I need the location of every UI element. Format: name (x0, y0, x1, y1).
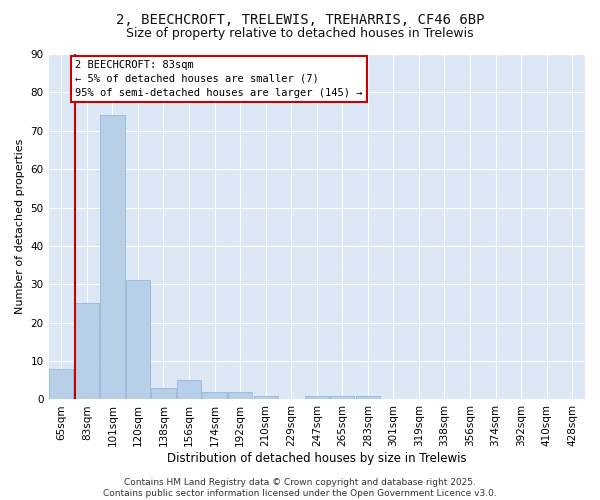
Bar (151, 388, 176, 400)
Bar (126, 280, 150, 400)
Bar (177, 380, 201, 400)
Bar (202, 392, 227, 400)
Bar (330, 396, 355, 400)
Bar (356, 396, 380, 400)
X-axis label: Distribution of detached houses by size in Trelewis: Distribution of detached houses by size … (167, 452, 467, 465)
Bar (49, 369, 73, 400)
Bar (100, 116, 125, 400)
Y-axis label: Number of detached properties: Number of detached properties (15, 139, 25, 314)
Bar (254, 396, 278, 400)
Bar (228, 392, 252, 400)
Text: Size of property relative to detached houses in Trelewis: Size of property relative to detached ho… (126, 28, 474, 40)
Text: Contains HM Land Registry data © Crown copyright and database right 2025.
Contai: Contains HM Land Registry data © Crown c… (103, 478, 497, 498)
Text: 2 BEECHCROFT: 83sqm
← 5% of detached houses are smaller (7)
95% of semi-detached: 2 BEECHCROFT: 83sqm ← 5% of detached hou… (76, 60, 363, 98)
Bar (75, 304, 99, 400)
Text: 2, BEECHCROFT, TRELEWIS, TREHARRIS, CF46 6BP: 2, BEECHCROFT, TRELEWIS, TREHARRIS, CF46… (116, 12, 484, 26)
Bar (305, 396, 329, 400)
